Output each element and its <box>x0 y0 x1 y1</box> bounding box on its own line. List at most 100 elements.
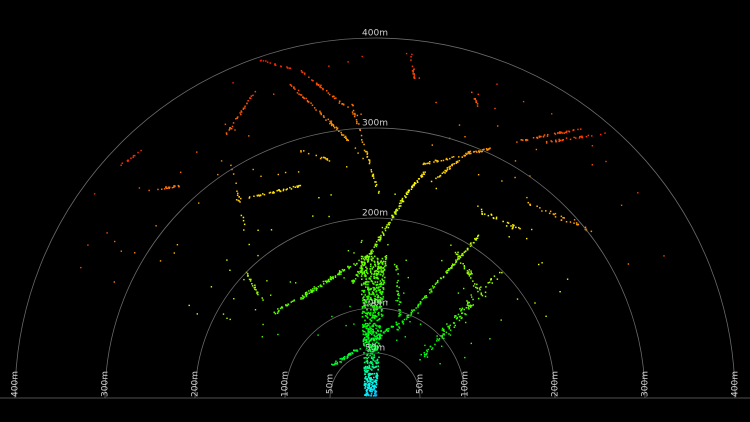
lidar-point <box>471 91 473 94</box>
lidar-point <box>337 273 339 276</box>
lidar-point <box>367 335 370 337</box>
lidar-point <box>362 297 364 299</box>
lidar-point <box>372 306 374 308</box>
lidar-point <box>304 73 306 75</box>
lidar-point <box>354 147 357 149</box>
lidar-point <box>368 293 371 295</box>
lidar-point <box>274 64 276 66</box>
lidar-point <box>373 388 375 390</box>
lidar-point <box>436 161 438 163</box>
lidar-point <box>568 131 571 133</box>
lidar-point <box>361 55 363 58</box>
lidar-point <box>399 314 401 317</box>
lidar-point <box>415 307 417 309</box>
lidar-point <box>559 131 562 133</box>
lidar-point <box>473 98 476 100</box>
lidar-point <box>378 289 381 291</box>
lidar-point <box>545 140 548 143</box>
lidar-point <box>370 362 373 365</box>
lidar-point <box>411 65 414 68</box>
lidar-point <box>370 381 373 383</box>
lidar-point <box>311 291 313 293</box>
lidar-point <box>402 200 404 203</box>
lidar-point <box>466 300 468 302</box>
lidar-point <box>234 129 236 131</box>
lidar-point <box>441 172 444 174</box>
lidar-point <box>376 337 379 339</box>
lidar-point <box>365 379 368 381</box>
lidar-point <box>332 124 335 126</box>
lidar-point <box>412 73 414 75</box>
lidar-point <box>463 154 465 157</box>
lidar-point <box>347 61 349 63</box>
lidar-point <box>539 207 541 209</box>
lidar-point <box>505 225 508 227</box>
lidar-point <box>362 299 364 302</box>
lidar-point <box>448 326 451 329</box>
lidar-point <box>127 160 129 163</box>
lidar-point <box>340 361 342 363</box>
lidar-point <box>327 280 330 282</box>
lidar-point <box>246 102 248 105</box>
lidar-point <box>370 357 373 359</box>
lidar-point <box>363 283 365 285</box>
lidar-point <box>367 257 370 260</box>
lidar-point <box>436 335 438 337</box>
lidar-point <box>363 299 366 301</box>
lidar-point <box>320 156 323 159</box>
lidar-point <box>464 313 466 315</box>
lidar-point <box>311 104 314 106</box>
lidar-point <box>381 293 383 295</box>
lidar-point <box>360 241 362 243</box>
lidar-point <box>455 161 458 163</box>
lidar-point <box>481 213 484 215</box>
lidar-point <box>365 393 368 396</box>
lidar-point <box>240 214 243 217</box>
lidar-point <box>457 161 459 164</box>
lidar-point <box>364 373 366 375</box>
lidar-point <box>404 195 406 197</box>
lidar-point <box>363 367 366 370</box>
lidar-point <box>374 336 376 338</box>
lidar-point <box>373 277 375 279</box>
lidar-point <box>196 151 198 153</box>
range-ring <box>104 127 646 399</box>
lidar-point <box>575 137 577 139</box>
lidar-point <box>395 210 397 212</box>
lidar-point <box>515 226 517 229</box>
lidar-point <box>300 94 303 96</box>
lidar-point <box>313 107 316 109</box>
lidar-point <box>413 183 415 186</box>
lidar-point <box>317 285 320 288</box>
lidar-point <box>367 330 369 332</box>
lidar-point <box>370 327 372 330</box>
lidar-point <box>441 329 444 331</box>
lidar-point <box>372 292 374 294</box>
lidar-point <box>370 386 372 389</box>
lidar-point <box>525 139 527 142</box>
lidar-point <box>348 353 351 356</box>
lidar-point <box>384 256 387 258</box>
lidar-point <box>591 164 593 166</box>
lidar-point <box>364 394 367 396</box>
lidar-point <box>455 315 457 317</box>
lidar-point <box>478 150 480 153</box>
lidar-point <box>359 267 361 269</box>
lidar-point <box>240 113 242 116</box>
lidar-point <box>516 141 518 143</box>
lidar-point <box>300 150 302 152</box>
lidar-point <box>558 140 560 143</box>
lidar-point <box>375 291 377 293</box>
lidar-point <box>591 135 593 137</box>
lidar-point <box>410 313 413 315</box>
lidar-point <box>338 130 340 132</box>
lidar-point <box>369 326 371 328</box>
lidar-point <box>562 217 564 219</box>
lidar-point <box>486 148 488 151</box>
lidar-point <box>469 245 472 247</box>
lidar-point <box>663 255 665 257</box>
lidar-point <box>367 346 370 348</box>
lidar-point <box>445 331 448 334</box>
lidar-point <box>348 353 350 355</box>
lidar-point <box>368 255 371 258</box>
